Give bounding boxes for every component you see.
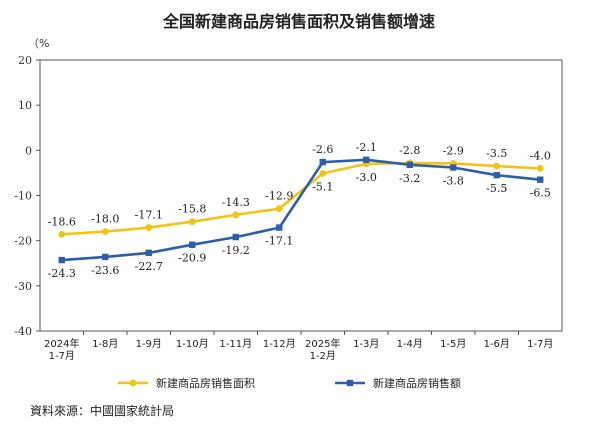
data-label-area: -17.1	[135, 209, 163, 222]
y-tick-label: -40	[14, 325, 32, 338]
series-line-2	[61, 158, 541, 262]
data-point-sales	[319, 158, 326, 166]
data-point-area	[58, 230, 66, 238]
data-label-area: -14.3	[222, 196, 250, 209]
legend: 新建商品房销售面积 新建商品房销售额	[118, 376, 461, 390]
x-tick-label: 1-8月	[92, 338, 118, 350]
data-label-area: -18.0	[91, 213, 119, 226]
data-label-area: -3.5	[486, 147, 507, 160]
data-point-sales	[450, 164, 457, 171]
data-point-sales	[102, 253, 109, 261]
source-note: 資料來源：中國國家統計局	[30, 403, 174, 418]
legend-marker	[129, 379, 137, 387]
axes: 20 10 0 -10 -20 -30 -40 2024年 1-7月 1-8月 1-9月 1-10月 1…	[14, 54, 563, 362]
y-tick-label: 0	[25, 144, 32, 157]
data-point-area	[232, 211, 240, 219]
legend-label: 新建商品房销售额	[373, 376, 461, 390]
y-tick-label: 20	[18, 54, 32, 67]
legend-marker	[346, 379, 354, 387]
data-label-area: -12.9	[265, 190, 293, 203]
data-label-area: -18.6	[48, 215, 76, 228]
data-label-sales: -20.9	[178, 252, 206, 265]
data-point-area	[145, 224, 153, 231]
x-tick-label: 1-7月	[527, 338, 553, 350]
y-tick-label: -10	[14, 190, 32, 203]
data-point-sales	[537, 176, 544, 183]
y-tick-label: -20	[14, 235, 32, 248]
data-label-sales: -24.3	[48, 267, 76, 280]
data-point-sales	[493, 171, 500, 179]
x-tick-label: 2024年 1-7月	[44, 337, 79, 362]
data-point-area	[319, 169, 327, 177]
data-label-sales: -2.6	[312, 143, 333, 156]
data-labels: -18.6 -24.3 -18.0 -23.6 -17.1 -22.7 -15.8 -20.9…	[48, 141, 551, 280]
x-tick-label: 1-4月	[397, 338, 423, 350]
x-tick-label: 1-5月	[440, 338, 466, 350]
x-tick-label: 1-3月	[353, 338, 379, 350]
data-label-area: -2.8	[399, 144, 420, 157]
data-label-area: -5.1	[312, 180, 333, 193]
data-label-sales: -3.8	[443, 174, 464, 187]
data-point-sales	[406, 161, 413, 168]
data-label-sales: -17.1	[265, 235, 293, 248]
x-tick-label: 1-11月	[219, 338, 252, 350]
data-label-sales: -2.1	[356, 141, 377, 154]
data-label-area: -2.9	[443, 144, 464, 157]
data-point-sales	[145, 249, 152, 257]
data-label-sales: -6.5	[530, 187, 551, 200]
chart-title: 全国新建商品房销售面积及销售额增速	[162, 12, 435, 31]
y-tick-label: -30	[14, 280, 32, 293]
data-point-sales	[232, 233, 239, 241]
legend-label: 新建商品房销售面积	[156, 376, 255, 390]
data-label-area: -3.0	[356, 171, 377, 184]
y-tick-label: 10	[18, 99, 32, 112]
series-line-1	[61, 161, 541, 236]
data-label-sales: -22.7	[135, 260, 163, 273]
data-label-sales: -19.2	[222, 244, 250, 257]
data-label-area: -15.8	[178, 203, 206, 216]
data-label-sales: -3.2	[399, 172, 420, 185]
y-unit-label: （%	[28, 37, 49, 50]
x-tick-label: 1-6月	[484, 338, 510, 350]
data-point-area	[275, 205, 283, 212]
x-tick-label: 1-12月	[263, 338, 296, 350]
data-label-area: -4.0	[530, 149, 551, 162]
data-point-area	[493, 162, 501, 170]
data-label-sales: -23.6	[91, 264, 119, 277]
data-point-sales	[189, 241, 196, 248]
x-tick-label: 1-10月	[176, 338, 209, 350]
x-tick-label: 1-9月	[136, 338, 162, 350]
data-point-area	[101, 228, 109, 236]
data-point-sales	[276, 224, 283, 231]
data-point-sales	[58, 256, 65, 264]
series-layer	[58, 156, 544, 264]
x-tick-label: 2025年 1-2月	[305, 337, 340, 362]
data-point-sales	[363, 156, 370, 164]
data-point-area	[536, 165, 544, 172]
data-label-sales: -5.5	[486, 182, 507, 195]
data-point-area	[188, 218, 196, 226]
